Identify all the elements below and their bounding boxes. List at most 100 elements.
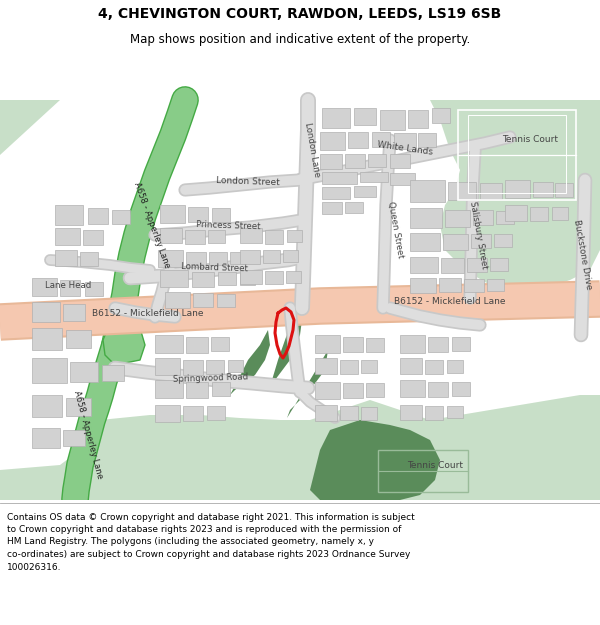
Polygon shape <box>70 362 98 382</box>
Polygon shape <box>345 154 365 168</box>
Polygon shape <box>228 360 243 372</box>
Polygon shape <box>428 337 448 352</box>
Text: Tennis Court: Tennis Court <box>502 136 558 144</box>
Polygon shape <box>343 383 363 398</box>
Polygon shape <box>212 382 230 396</box>
Polygon shape <box>240 250 260 264</box>
Polygon shape <box>490 258 508 271</box>
Polygon shape <box>209 252 227 265</box>
Polygon shape <box>447 406 463 418</box>
Polygon shape <box>155 358 180 375</box>
Polygon shape <box>448 182 476 200</box>
Polygon shape <box>217 294 235 307</box>
Polygon shape <box>533 182 553 197</box>
Polygon shape <box>240 270 262 284</box>
Polygon shape <box>183 406 203 421</box>
Polygon shape <box>188 207 208 222</box>
Polygon shape <box>32 428 60 448</box>
Polygon shape <box>320 154 342 169</box>
Polygon shape <box>487 279 504 291</box>
Polygon shape <box>265 271 283 284</box>
Polygon shape <box>218 272 236 285</box>
Polygon shape <box>0 100 60 155</box>
Polygon shape <box>555 183 573 197</box>
Polygon shape <box>63 304 85 321</box>
Polygon shape <box>240 228 262 243</box>
Polygon shape <box>208 230 225 243</box>
Polygon shape <box>322 187 350 199</box>
Polygon shape <box>505 180 530 198</box>
Polygon shape <box>263 250 280 263</box>
Polygon shape <box>505 205 527 221</box>
Polygon shape <box>496 211 514 224</box>
Text: Map shows position and indicative extent of the property.: Map shows position and indicative extent… <box>130 32 470 46</box>
Polygon shape <box>464 279 484 292</box>
Bar <box>378 450 468 492</box>
Polygon shape <box>112 210 130 224</box>
Polygon shape <box>55 205 83 225</box>
Polygon shape <box>390 154 410 168</box>
Polygon shape <box>85 282 103 296</box>
Polygon shape <box>552 207 568 220</box>
Polygon shape <box>354 186 376 197</box>
Polygon shape <box>32 328 62 350</box>
Polygon shape <box>320 132 345 150</box>
Polygon shape <box>410 180 445 202</box>
Polygon shape <box>160 228 182 243</box>
Polygon shape <box>315 358 337 374</box>
Polygon shape <box>55 228 80 245</box>
Polygon shape <box>287 230 302 242</box>
Polygon shape <box>66 330 91 348</box>
Polygon shape <box>410 208 442 228</box>
Bar <box>468 115 566 193</box>
Text: London Lane: London Lane <box>303 122 321 178</box>
Polygon shape <box>211 337 229 351</box>
Polygon shape <box>265 230 283 244</box>
Polygon shape <box>430 100 600 290</box>
Polygon shape <box>206 360 224 374</box>
Polygon shape <box>55 250 77 266</box>
Polygon shape <box>60 280 80 296</box>
Polygon shape <box>394 133 416 149</box>
Polygon shape <box>368 154 386 167</box>
Polygon shape <box>410 278 436 293</box>
Polygon shape <box>63 430 85 446</box>
Text: Springwood Road: Springwood Road <box>172 372 248 384</box>
Polygon shape <box>155 335 183 353</box>
Polygon shape <box>372 132 390 147</box>
Polygon shape <box>443 234 468 250</box>
Polygon shape <box>155 405 180 422</box>
Polygon shape <box>425 406 443 420</box>
Polygon shape <box>354 108 376 125</box>
Text: Princess Street: Princess Street <box>196 221 260 232</box>
Polygon shape <box>83 230 103 245</box>
Polygon shape <box>447 360 463 373</box>
Polygon shape <box>366 338 384 352</box>
Polygon shape <box>322 108 350 128</box>
Polygon shape <box>230 252 245 264</box>
Polygon shape <box>340 360 358 374</box>
Polygon shape <box>445 210 470 227</box>
Polygon shape <box>193 293 213 307</box>
Polygon shape <box>400 405 422 420</box>
Polygon shape <box>380 110 405 130</box>
Polygon shape <box>186 382 208 398</box>
Polygon shape <box>408 110 428 128</box>
Polygon shape <box>240 273 255 285</box>
Polygon shape <box>315 335 340 353</box>
Polygon shape <box>494 234 512 247</box>
Text: Tennis Court: Tennis Court <box>407 461 463 469</box>
Polygon shape <box>480 183 502 199</box>
Polygon shape <box>158 250 183 267</box>
Polygon shape <box>315 405 337 421</box>
Polygon shape <box>360 172 388 182</box>
Polygon shape <box>400 335 425 353</box>
Polygon shape <box>32 358 67 383</box>
Text: Lombard Street: Lombard Street <box>181 262 248 274</box>
Polygon shape <box>102 365 124 381</box>
Polygon shape <box>473 210 493 225</box>
Polygon shape <box>348 132 368 148</box>
Text: Salisbury Street: Salisbury Street <box>467 201 488 269</box>
Polygon shape <box>212 208 230 222</box>
Text: Contains OS data © Crown copyright and database right 2021. This information is : Contains OS data © Crown copyright and d… <box>7 512 415 571</box>
